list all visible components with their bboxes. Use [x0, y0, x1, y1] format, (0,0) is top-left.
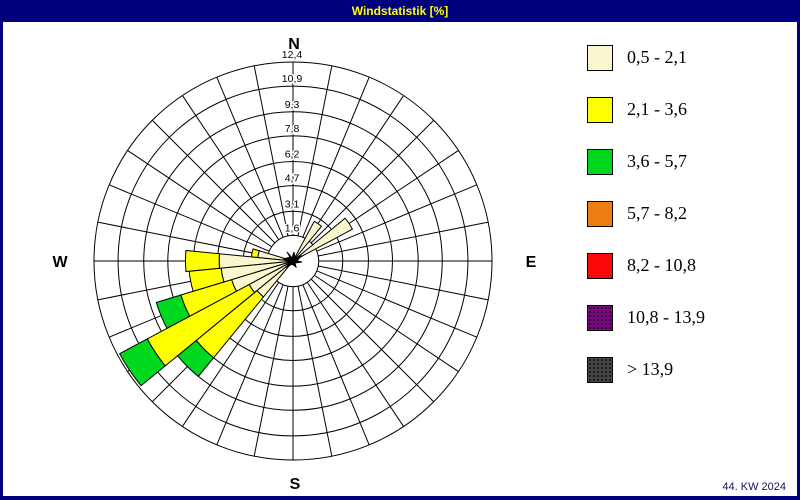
legend-swatch-1 [587, 96, 613, 123]
grid-spoke [97, 221, 268, 257]
grid-spoke [253, 65, 289, 236]
legend-swatch-0 [587, 44, 613, 71]
rose-petal-segment [292, 220, 323, 262]
legend-item: 5,7 - 8,2 [587, 200, 705, 227]
radial-axis-tick-label: 6,2 [285, 149, 300, 161]
legend-item: 10,8 - 13,9 [587, 304, 705, 331]
radial-axis-tick-label: 10,9 [282, 73, 303, 85]
compass-label-south: S [289, 476, 301, 493]
legend-swatch-3 [587, 200, 613, 227]
legend-item: 0,5 - 2,1 [587, 44, 705, 71]
legend-item-label: 5,7 - 8,2 [627, 203, 687, 223]
grid-spoke [127, 150, 272, 248]
rose-petal-segment [184, 249, 221, 273]
radial-axis-tick-label: 4,7 [285, 173, 300, 185]
compass-label-west: W [52, 254, 68, 271]
legend-item-label: > 13,9 [627, 359, 674, 379]
calendar-week-label: 44. KW 2024 [722, 481, 786, 493]
grid-spoke [302, 76, 370, 238]
legend-item-label: 8,2 - 10,8 [627, 255, 696, 275]
grid-spoke [314, 274, 459, 372]
radial-axis-tick-label: 7,8 [285, 123, 300, 135]
grid-spoke [316, 270, 478, 338]
radial-axis-tick-label: 9,3 [285, 99, 300, 111]
legend-item-label: 2,1 - 3,6 [627, 99, 687, 119]
wind-speed-legend: 0,5 - 2,1 2,1 - 3,6 3,6 - 5,7 5,7 - 8,2 8,2 … [587, 44, 705, 408]
rose-petal-segment [250, 248, 260, 259]
legend-item-label: 10,8 - 13,9 [627, 307, 705, 327]
grid-spoke [151, 119, 276, 244]
grid-spoke [182, 282, 280, 427]
legend-item: 3,6 - 5,7 [587, 148, 705, 175]
grid-spoke [108, 184, 270, 252]
grid-spoke [310, 278, 435, 403]
legend-item: > 13,9 [587, 356, 705, 383]
grid-spoke [318, 265, 489, 301]
compass-label-north: N [288, 36, 300, 53]
legend-swatch-6 [587, 356, 613, 383]
page-title: Windstatistik [%] [351, 4, 449, 18]
grid-spoke [318, 221, 489, 257]
grid-spoke [182, 95, 280, 240]
legend-swatch-2 [587, 148, 613, 175]
grid-spoke [306, 282, 404, 427]
legend-item: 8,2 - 10,8 [587, 252, 705, 279]
radial-axis-tick-label: 12,4 [282, 49, 303, 61]
radial-axis-tick-label: 3,1 [285, 198, 300, 210]
grid-spoke [306, 95, 404, 240]
grid-spoke [253, 286, 289, 457]
grid-spoke [297, 286, 333, 457]
grid-spoke [316, 184, 478, 252]
legend-item-label: 3,6 - 5,7 [627, 151, 687, 171]
radial-axis-tick-label: 1,6 [285, 222, 300, 234]
legend-swatch-5 [587, 304, 613, 331]
legend-item: 2,1 - 3,6 [587, 96, 705, 123]
legend-item-label: 0,5 - 2,1 [627, 47, 687, 67]
legend-swatch-4 [587, 252, 613, 279]
grid-spoke [302, 284, 370, 446]
rose-petal-segment [155, 294, 191, 330]
window-title-bar: Windstatistik [%] [0, 0, 800, 22]
rose-center-hub [282, 251, 303, 269]
compass-label-east: E [525, 254, 537, 271]
grid-spoke [216, 284, 284, 446]
rose-petal-segment [118, 338, 166, 387]
grid-spoke [310, 119, 435, 244]
rose-petal-segment [292, 217, 354, 262]
grid-spoke [216, 76, 284, 238]
grid-spoke [297, 65, 333, 236]
